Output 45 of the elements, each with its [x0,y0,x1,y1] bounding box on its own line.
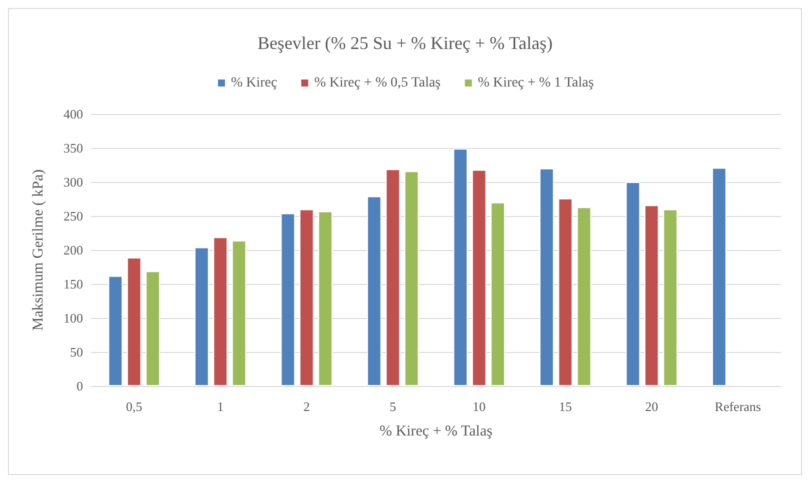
bar [213,237,228,386]
bar [232,240,246,386]
bar [490,202,505,386]
bar [367,196,382,386]
x-tick-label: 2 [303,399,310,414]
legend-label: % Kireç + % 1 Talaş [478,76,594,90]
bar [712,168,726,386]
x-tick-label: 20 [645,399,658,414]
x-tick-label: 1 [217,399,224,414]
y-tick-label: 50 [70,344,83,360]
bar [318,211,332,386]
y-tick-label: 0 [76,378,83,394]
bar [453,148,468,386]
y-tick-label: 350 [64,140,83,156]
bar [194,247,209,386]
y-tick-label: 100 [64,310,83,326]
bar [576,207,592,386]
x-tick-label: Referans [714,399,761,414]
y-tick-label: 150 [64,276,83,292]
legend-label: % Kireç [230,76,278,90]
bar [386,169,400,386]
bar [108,276,123,386]
chart-title: Beşevler (% 25 Su + % Kireç + % Talaş) [257,33,553,53]
bar [644,205,659,386]
x-tick-label: 5 [390,399,396,414]
bar [472,170,486,386]
y-tick-label: 300 [64,174,83,190]
bar [126,257,142,386]
bar [280,213,296,386]
legend-label: % Kireç + % 0,5 Talaş [314,76,441,90]
x-tick-label: 15 [558,399,572,414]
x-tick-label: 0,5 [126,399,142,414]
x-axis-title: % Kireç + % Talaş [380,424,493,440]
bar [299,209,314,386]
y-tick-label: 400 [64,106,83,122]
y-axis-title: Maksimum Gerilme ( kPa) [30,169,46,331]
y-tick-label: 250 [64,208,83,224]
bar [146,271,160,386]
y-tick-label: 200 [64,242,83,258]
bar [540,168,554,386]
bar [663,209,678,386]
bar [626,182,640,386]
bar [404,171,419,386]
x-tick-label: 10 [472,399,486,414]
bar [558,198,573,386]
